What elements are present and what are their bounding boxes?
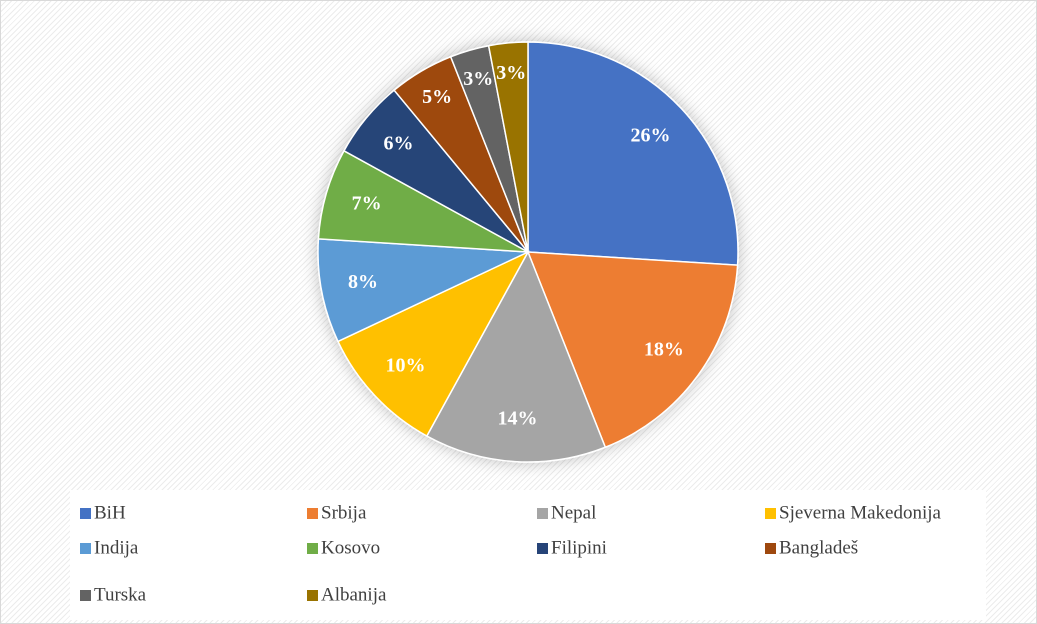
pie-slice xyxy=(317,238,529,343)
pie-slice xyxy=(526,251,739,449)
data-label: 10% xyxy=(386,355,426,377)
data-label: 26% xyxy=(630,125,670,147)
pie xyxy=(317,41,739,463)
data-label: 3% xyxy=(463,68,493,90)
legend-swatch xyxy=(80,590,91,601)
pie-slice xyxy=(336,250,530,438)
legend-swatch xyxy=(537,543,548,554)
legend-label: Turska xyxy=(94,584,147,605)
legend-label: Albanija xyxy=(321,584,387,605)
legend-swatch xyxy=(537,508,548,519)
legend-swatch xyxy=(765,543,776,554)
legend-label: Indija xyxy=(94,537,139,558)
legend-label: Srbija xyxy=(321,502,367,523)
pie-slice xyxy=(487,41,529,253)
legend-swatch xyxy=(765,508,776,519)
legend-swatch xyxy=(80,508,91,519)
legend-swatch xyxy=(307,508,318,519)
legend-label: Filipini xyxy=(551,537,607,558)
legend-background xyxy=(70,490,986,620)
data-label: 8% xyxy=(348,271,378,293)
data-label: 6% xyxy=(384,133,414,155)
legend-label: Bangladeš xyxy=(779,537,858,558)
legend-swatch xyxy=(80,543,91,554)
legend-swatch xyxy=(307,543,318,554)
data-label: 7% xyxy=(352,193,382,215)
legend-label: Kosovo xyxy=(321,537,380,558)
data-label: 14% xyxy=(497,407,537,429)
legend-label: Nepal xyxy=(551,502,596,523)
legend-swatch xyxy=(307,590,318,601)
data-label: 3% xyxy=(496,62,526,84)
legend-label: Sjeverna Makedonija xyxy=(779,502,942,523)
pie-slice xyxy=(425,250,607,463)
data-label: 5% xyxy=(422,86,452,108)
legend-label: BiH xyxy=(94,502,126,523)
data-label: 18% xyxy=(644,338,684,360)
pie-slice xyxy=(527,41,739,266)
